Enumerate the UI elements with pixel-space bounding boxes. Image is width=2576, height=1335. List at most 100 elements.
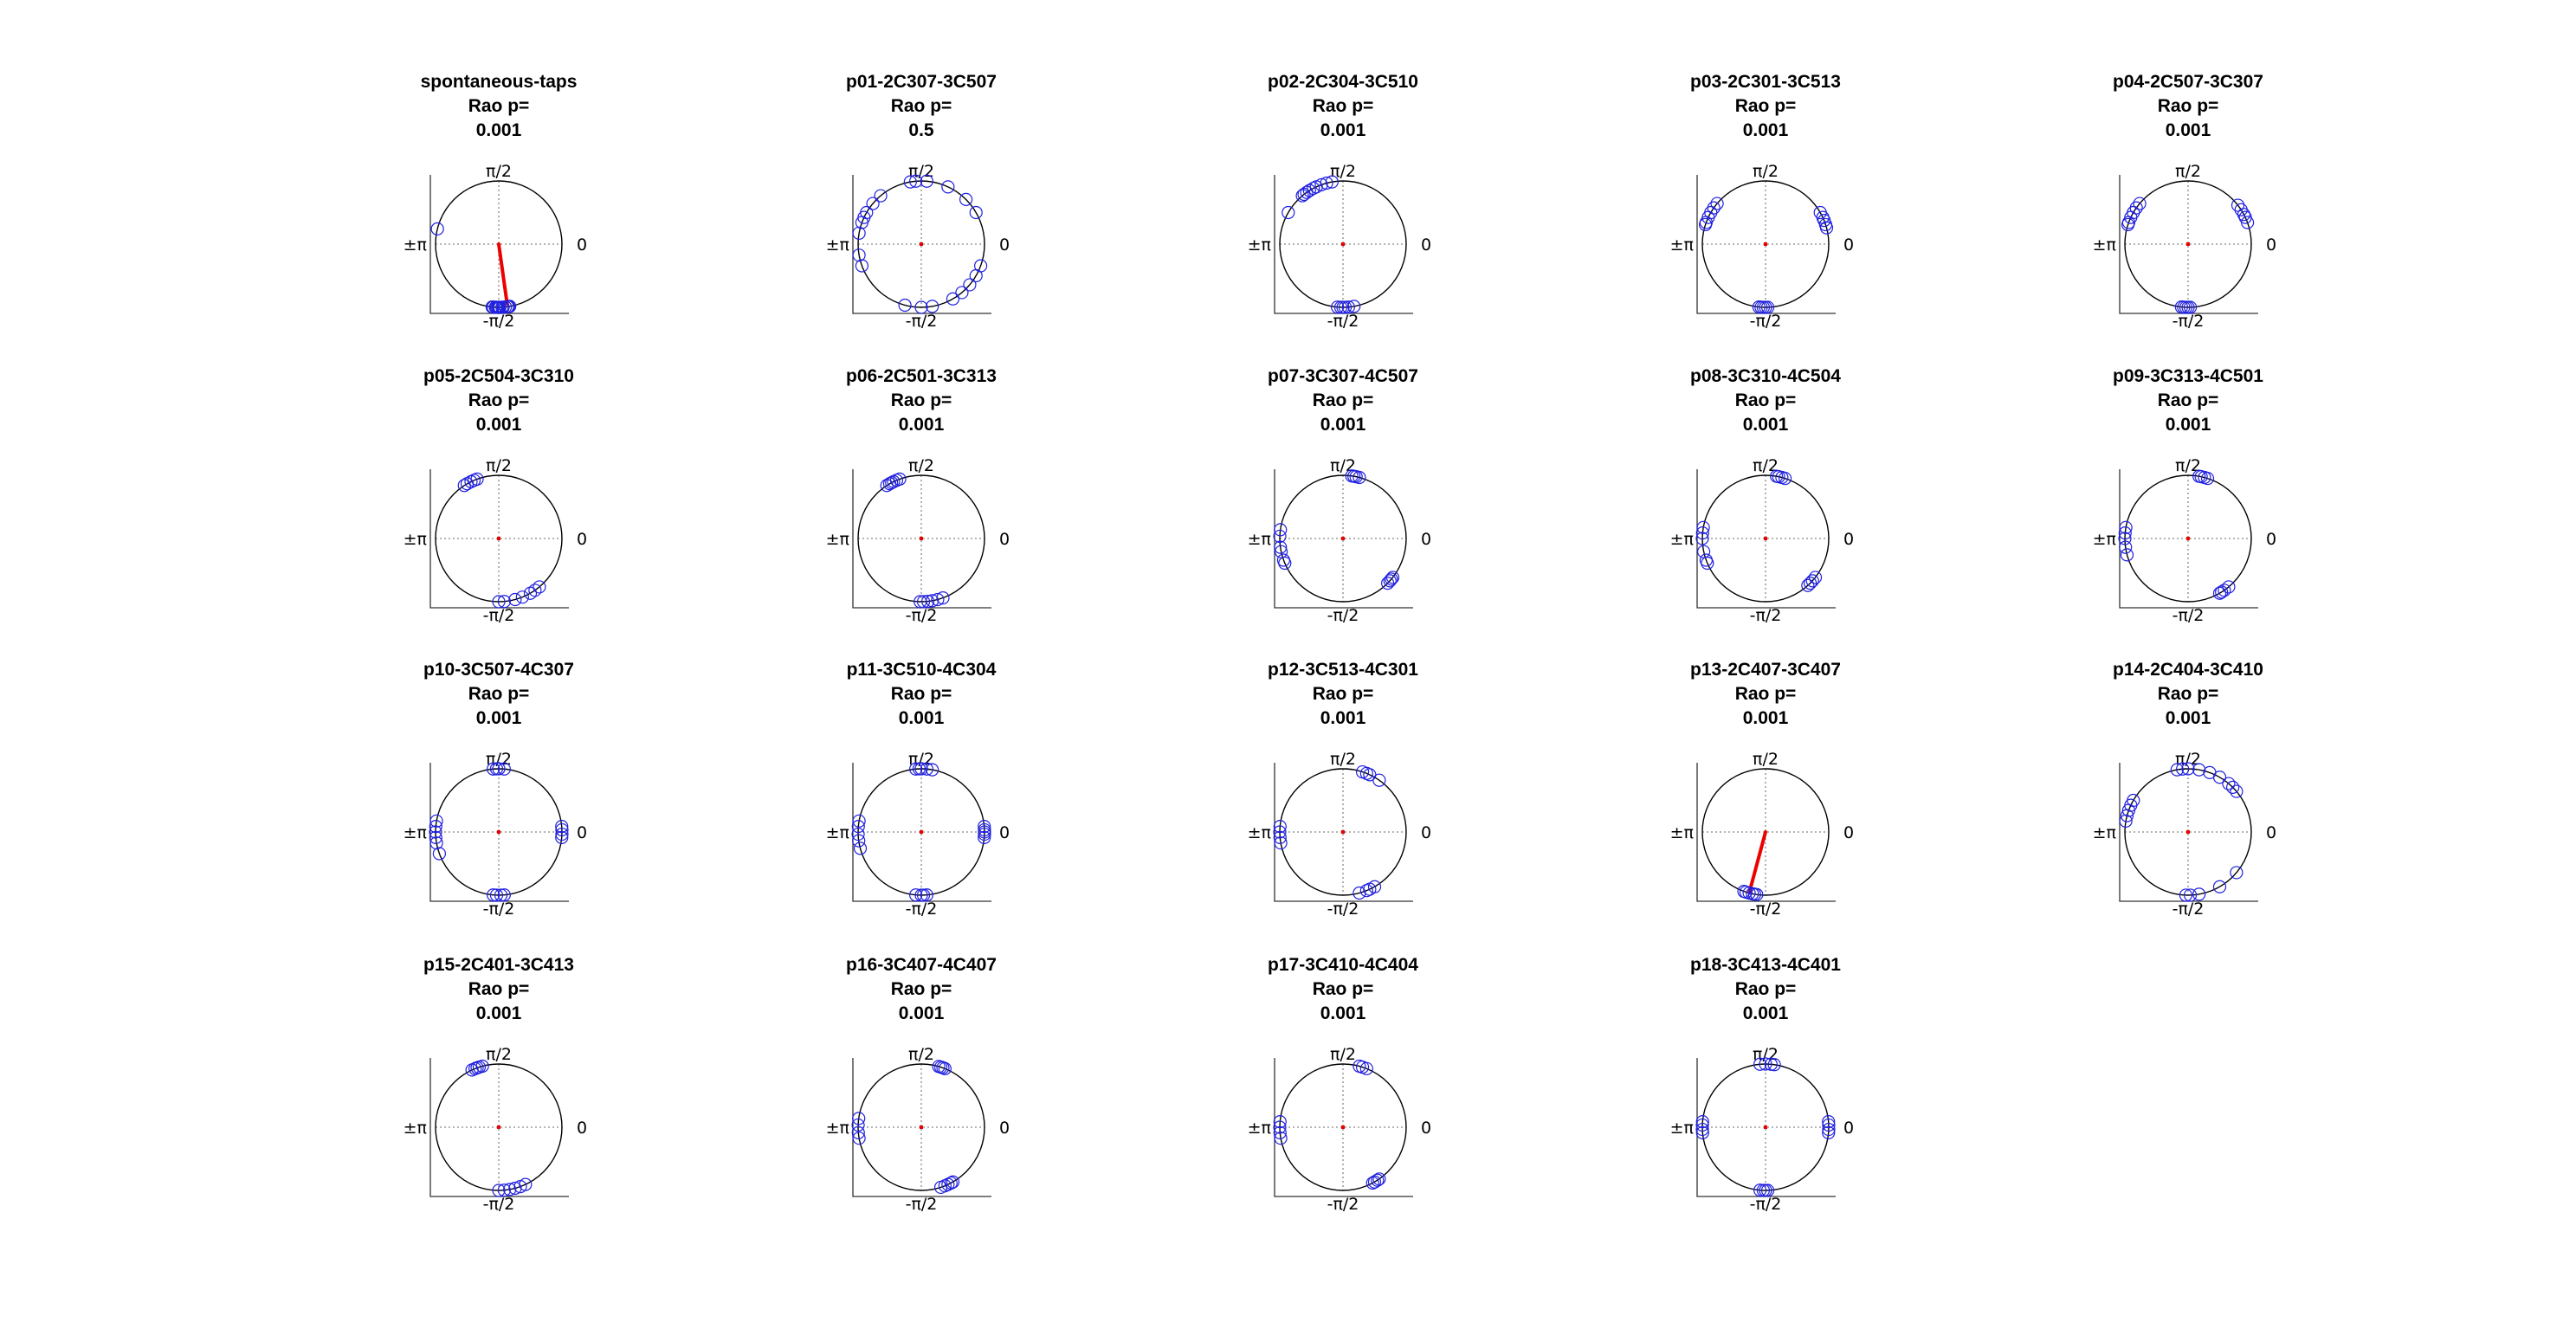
p-value: 0.001 [2166,415,2211,435]
axes-frame [852,469,991,609]
phase-point [916,595,931,609]
phase-point [926,300,939,313]
subplot-title: p10-3C507-4C307 [423,660,574,680]
phase-point [936,590,950,605]
tick-label-bottom: -π/2 [483,1195,515,1214]
phase-point [1273,1125,1287,1139]
phase-point [515,590,529,604]
phase-point [523,586,538,600]
tick-label-left: ±π [2093,823,2116,842]
axes-frame [1274,1058,1413,1197]
tick-label-right: 0 [1843,1119,1854,1138]
phase-point [1372,773,1386,787]
tick-label-right: 0 [2266,823,2276,842]
phase-point [1359,884,1373,898]
phase-point [932,1060,946,1074]
subplot-title: p13-2C407-3C407 [1690,660,1841,680]
center-mark [1341,1125,1345,1129]
phase-point [851,820,865,834]
axes-frame [1274,763,1413,902]
p-value: 0.001 [476,415,522,435]
phase-point [1804,577,1817,590]
tick-label-left: ±π [2093,235,2116,255]
stat-label: Rao p= [1313,684,1374,704]
stat-label: Rao p= [1313,979,1374,999]
phase-point [429,814,443,828]
tick-label-right: 0 [2266,235,2276,255]
tick-label-bottom: -π/2 [906,312,938,331]
stat-label: Rao p= [891,96,952,116]
phase-point [920,762,933,776]
tick-label-right: 0 [999,823,1010,842]
phase-point [1822,1122,1836,1137]
phase-point [1695,1118,1709,1132]
phase-point [963,278,977,292]
tick-label-right: 0 [1421,530,1431,549]
unit-circle [435,180,563,308]
p-value: 0.001 [476,1003,522,1023]
p-value: 0.001 [476,120,522,140]
unit-circle [2124,180,2252,308]
tick-label-bottom: -π/2 [1327,606,1359,625]
phase-point [492,595,506,609]
phase-point [508,1181,522,1196]
phase-point [533,580,546,594]
center-mark [1764,242,1767,246]
subplot-title: p12-3C513-4C301 [1268,660,1418,680]
p-value: 0.001 [1320,120,1366,140]
subplot-title: p16-3C407-4C407 [846,955,997,975]
tick-label-left: ±π [1248,823,1271,842]
stat-label: Rao p= [1313,390,1374,410]
p-value: 0.001 [1320,1003,1366,1023]
axes-frame [852,1058,991,1197]
phase-point [1273,529,1287,544]
phase-point [2230,784,2244,798]
phase-point [898,298,912,313]
polar-subplot: p08-3C310-4C504 Rao p= 0.001 π/2 -π/2 ±π 0 [1670,366,1854,625]
stat-label: Rao p= [891,390,952,410]
tick-label-bottom: -π/2 [2172,900,2205,919]
phase-point [492,1183,506,1197]
subplot-title: p17-3C410-4C404 [1268,955,1418,975]
phase-point [914,888,928,902]
subplot-title: p03-2C301-3C513 [1690,72,1841,92]
phase-point [852,248,866,262]
phase-point [1753,1057,1767,1071]
tick-label-bottom: -π/2 [1750,312,1782,331]
stat-label: Rao p= [1735,979,1797,999]
stat-label: Rao p= [1735,390,1797,410]
phase-point [1756,1183,1771,1197]
subplot-title: p07-3C307-4C507 [1268,366,1418,386]
stat-label: Rao p= [891,684,952,704]
phase-point [1767,1058,1781,1072]
phase-point [1278,556,1292,571]
phase-point [1300,185,1314,199]
polar-subplot: p12-3C513-4C301 Rao p= 0.001 π/2 -π/2 ±π 0 [1248,660,1431,919]
tick-label-left: ±π [2093,530,2116,549]
phase-point [1274,1132,1288,1145]
phase-point [2179,888,2193,902]
center-mark [497,830,500,834]
stat-label: Rao p= [468,684,530,704]
phase-point [1307,181,1320,196]
stat-label: Rao p= [1313,96,1374,116]
phase-point [1381,577,1395,590]
tick-label-left: ±π [404,530,427,549]
tick-label-top: π/2 [908,162,934,181]
tick-label-bottom: -π/2 [2172,606,2205,625]
tick-label-right: 0 [999,235,1010,255]
phase-point [429,820,442,834]
phase-point [2183,888,2198,902]
phase-point [1282,205,1295,220]
axes-frame [852,175,991,314]
tick-label-right: 0 [1843,530,1854,549]
phase-point [2170,763,2184,777]
unit-circle [857,768,985,896]
phase-point [855,259,869,273]
tick-label-bottom: -π/2 [1750,900,1782,919]
phase-point [955,286,969,300]
tick-label-left: ±π [1248,235,1271,255]
